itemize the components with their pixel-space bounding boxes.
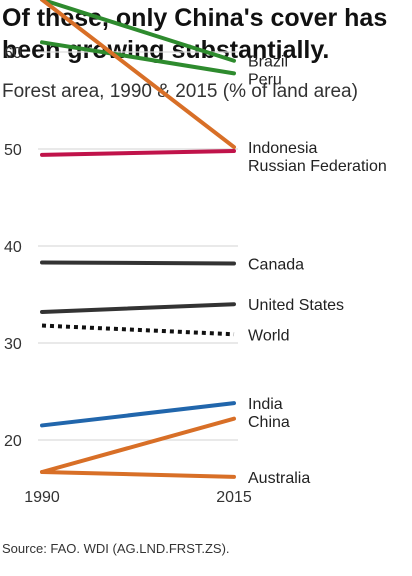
- series-labels: Congo, Dem. Rep.BrazilPeruIndonesiaRussi…: [248, 54, 387, 487]
- series-line-china: [40, 416, 236, 475]
- series-line-brazil: [40, 0, 236, 63]
- series-line-world: [41, 323, 235, 337]
- y-tick-label-50: 50: [4, 142, 22, 159]
- series-label-indonesia: Indonesia: [248, 140, 317, 157]
- x-tick-label-2015: 2015: [216, 489, 252, 506]
- series-line-india: [40, 401, 236, 428]
- series-line-russian-federation: [40, 148, 236, 157]
- series-lines: [40, 0, 236, 479]
- series-label-brazil: Brazil: [248, 54, 288, 71]
- gridlines: [38, 51, 238, 441]
- chart-subtitle: Forest area, 1990 & 2015 (% of land area…: [2, 81, 358, 102]
- series-label-united-states: United States: [248, 297, 344, 314]
- x-axis-ticks: 1990 2015: [24, 489, 252, 506]
- series-line-peru: [40, 40, 236, 76]
- series-label-world: World: [248, 327, 290, 344]
- series-label-peru: Peru: [248, 72, 282, 89]
- series-line-indonesia: [40, 0, 236, 150]
- y-axis-ticks: 203040506070: [4, 45, 22, 450]
- series-label-russian-federation: Russian Federation: [248, 158, 387, 175]
- series-line-canada: [40, 260, 236, 266]
- y-tick-label-60: 60: [4, 45, 22, 62]
- x-tick-label-1990: 1990: [24, 489, 60, 506]
- y-tick-label-40: 40: [4, 239, 22, 256]
- series-label-australia: Australia: [248, 470, 310, 487]
- source-note: Source: FAO. WDI (AG.LND.FRST.ZS).: [2, 541, 230, 556]
- series-label-china: China: [248, 414, 290, 431]
- y-tick-label-20: 20: [4, 433, 22, 450]
- series-line-australia: [40, 470, 236, 479]
- series-label-canada: Canada: [248, 256, 304, 273]
- series-label-india: India: [248, 396, 283, 413]
- y-tick-label-30: 30: [4, 336, 22, 353]
- series-line-united-states: [40, 302, 236, 314]
